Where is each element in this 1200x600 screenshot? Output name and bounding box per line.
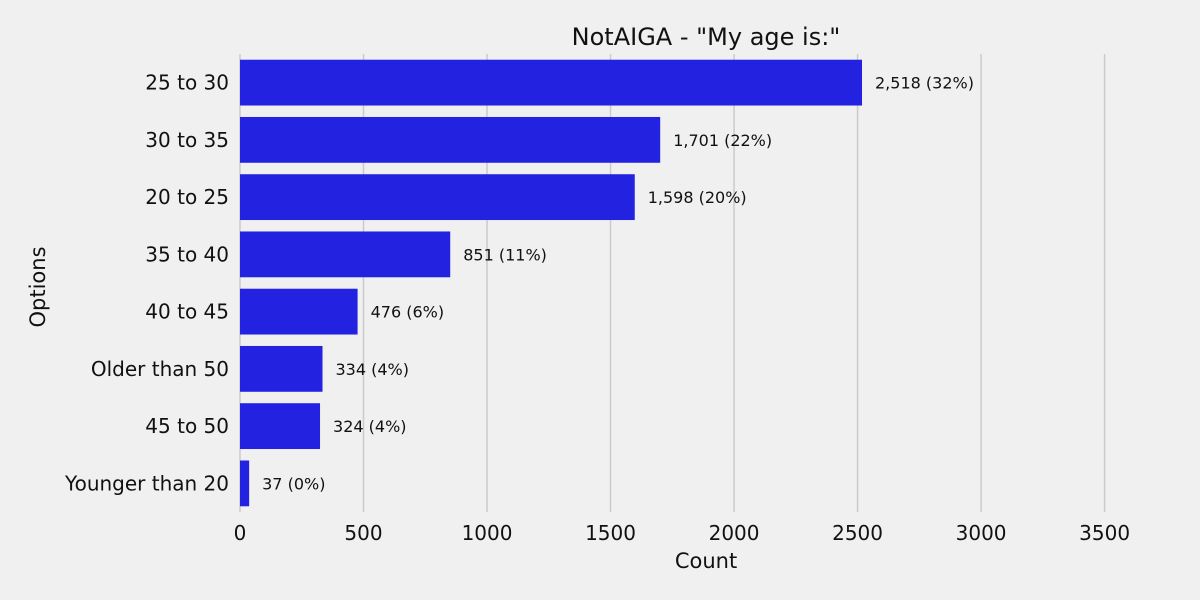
data-label: 1,701 (22%) <box>673 131 772 150</box>
data-label: 476 (6%) <box>371 303 445 322</box>
data-label: 334 (4%) <box>336 360 410 379</box>
x-tick-labels: 0 500 1000 1500 2000 2500 3000 3500 <box>234 521 1130 545</box>
bar <box>240 345 323 392</box>
data-label: 37 (0%) <box>262 474 325 493</box>
x-tick-label: 1000 <box>462 521 513 545</box>
bar <box>240 59 863 106</box>
bar <box>240 460 250 507</box>
x-tick-label: 500 <box>344 521 382 545</box>
x-tick-label: 0 <box>234 521 247 545</box>
category-label: Younger than 20 <box>64 471 229 495</box>
x-tick-label: 2500 <box>832 521 883 545</box>
bar <box>240 403 321 450</box>
data-label: 1,598 (20%) <box>648 188 747 207</box>
x-tick-label: 3000 <box>956 521 1007 545</box>
category-label: 45 to 50 <box>145 414 229 438</box>
data-label: 324 (4%) <box>333 417 407 436</box>
x-tick-label: 2000 <box>709 521 760 545</box>
bars <box>240 59 863 507</box>
x-axis-label: Count <box>675 549 737 573</box>
data-label: 851 (11%) <box>463 245 547 264</box>
data-label: 2,518 (32%) <box>875 74 974 93</box>
y-axis-label: Options <box>26 246 50 327</box>
category-label: Older than 50 <box>91 357 229 381</box>
bar <box>240 116 661 163</box>
category-label: 25 to 30 <box>145 71 229 95</box>
category-label: 20 to 25 <box>145 185 229 209</box>
bar <box>240 231 451 278</box>
x-tick-label: 1500 <box>585 521 636 545</box>
category-labels: 25 to 30 30 to 35 20 to 25 35 to 40 40 to 45… <box>64 71 229 496</box>
data-labels: 2,518 (32%) 1,701 (22%) 1,598 (20%) 851 (11… <box>262 74 974 494</box>
bar <box>240 174 635 221</box>
category-label: 30 to 35 <box>145 128 229 152</box>
x-tick-label: 3500 <box>1079 521 1130 545</box>
bar <box>240 288 358 335</box>
chart-title: NotAIGA - "My age is:" <box>572 23 841 51</box>
category-label: 40 to 45 <box>145 300 229 324</box>
category-label: 35 to 40 <box>145 242 229 266</box>
